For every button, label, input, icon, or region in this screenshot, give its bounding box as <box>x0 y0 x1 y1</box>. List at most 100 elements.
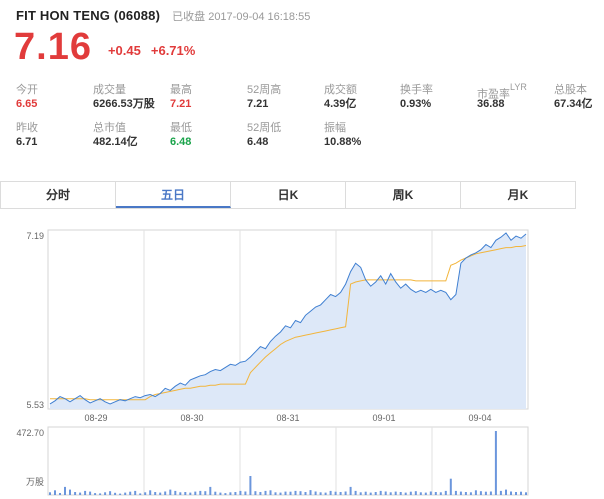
volume-bar <box>49 492 51 495</box>
volume-bar <box>520 491 522 495</box>
stat-label: 换手率 <box>400 84 433 96</box>
five-day-chart: 7.19 5.53 08-29 08-30 08-31 09-01 09-04 472.… <box>0 214 604 499</box>
volume-bar <box>279 492 282 495</box>
tab-monthly-k[interactable]: 月K <box>507 188 529 202</box>
volume-bar <box>469 492 472 495</box>
y-axis-min-label: 5.53 <box>26 400 44 410</box>
stat-label: 最高 <box>170 84 192 96</box>
volume-bar <box>444 490 447 495</box>
volume-bar <box>249 476 252 495</box>
volume-bar <box>379 490 382 495</box>
volume-bar <box>364 491 367 495</box>
volume-bar <box>54 490 56 495</box>
stat-turnover: 成交额 4.39亿 <box>324 83 357 111</box>
volume-bar <box>344 491 347 495</box>
volume-bar <box>84 490 87 495</box>
volume-bar <box>274 492 277 495</box>
volume-bar <box>144 492 147 495</box>
volume-bar <box>114 492 117 495</box>
volume-max-label: 472.70 <box>16 428 44 438</box>
price-row: 7.16 +0.45 +6.71% <box>14 26 195 69</box>
x-axis-label: 08-30 <box>180 413 203 423</box>
volume-bar <box>209 486 212 495</box>
volume-unit-label: 万股 <box>26 477 44 487</box>
stat-turnover-rate: 换手率 0.93% <box>400 83 433 111</box>
volume-bar <box>239 490 242 495</box>
x-axis-label: 09-04 <box>468 413 491 423</box>
stat-pe-ratio: 市盈率LYR 36.88 <box>477 82 527 111</box>
volume-bar <box>164 491 167 495</box>
volume-bar <box>109 491 112 495</box>
stat-total-shares: 总股本 67.34亿 <box>554 83 593 111</box>
volume-bar <box>99 493 102 495</box>
volume-bar <box>399 492 402 495</box>
volume-bar <box>254 491 257 495</box>
volume-bar <box>304 492 307 495</box>
volume-bar <box>259 492 262 495</box>
volume-bar <box>264 490 267 495</box>
average-price-line <box>50 245 527 401</box>
tab-daily-k[interactable]: 日K <box>231 182 346 208</box>
volume-bar <box>229 492 232 495</box>
volume-bar <box>299 491 302 495</box>
volume-bar <box>74 492 77 495</box>
stat-label: 总股本 <box>554 84 587 96</box>
stat-label-text: 市盈率 <box>477 88 510 101</box>
stats-grid: 今开 6.65 成交量 6266.53万股 最高 7.21 52周高 7.21 … <box>0 82 604 153</box>
stat-value: 6266.53万股 <box>93 98 155 110</box>
volume-bar <box>309 490 312 495</box>
volume-bar <box>219 492 222 495</box>
tab-weekly-k[interactable]: 周K <box>346 182 461 208</box>
stat-label: 总市值 <box>93 122 126 134</box>
volume-bar <box>494 431 497 495</box>
volume-bar <box>69 489 71 495</box>
stat-volume: 成交量 6266.53万股 <box>93 83 155 111</box>
stat-value: 10.88% <box>324 136 362 148</box>
tab-intraday[interactable]: 分时 <box>1 182 116 208</box>
volume-bar <box>154 492 157 495</box>
volume-bar <box>484 491 487 495</box>
volume-bar <box>329 490 332 495</box>
volume-bar <box>434 492 437 495</box>
volume-bar <box>119 493 122 495</box>
volume-bar <box>479 491 482 495</box>
x-axis-labels: 08-29 08-30 08-31 09-01 09-04 <box>84 413 491 423</box>
price-change-percent: +6.71% <box>150 43 196 58</box>
volume-bar <box>169 489 172 495</box>
volume-bar <box>349 486 352 495</box>
volume-bar <box>424 492 427 495</box>
stock-name: FIT HON TENG (06088) <box>16 8 161 23</box>
stat-value: 7.21 <box>247 98 269 110</box>
stat-label: 振幅 <box>324 122 346 134</box>
volume-bar <box>324 492 327 495</box>
volume-bar <box>149 490 152 495</box>
volume-bar <box>64 486 66 495</box>
stat-open: 今开 6.65 <box>16 83 38 111</box>
stat-label: 市盈率LYR <box>477 82 527 101</box>
tab-five-day[interactable]: 五日 <box>116 182 231 208</box>
volume-bar <box>284 491 287 495</box>
stat-value: 6.71 <box>16 136 38 148</box>
volume-bar <box>179 492 182 495</box>
volume-bar <box>474 490 477 495</box>
stat-value: 36.88 <box>477 98 505 110</box>
volume-bar <box>294 490 297 495</box>
volume-bar <box>384 491 387 495</box>
stock-header: FIT HON TENG (06088) 已收盘 2017-09-04 16:1… <box>16 8 310 26</box>
stat-value: 67.34亿 <box>554 98 593 110</box>
volume-bar <box>269 490 272 495</box>
volume-bar <box>94 493 97 495</box>
x-axis-label: 08-31 <box>276 413 299 423</box>
stat-amplitude: 振幅 10.88% <box>324 121 361 149</box>
volume-bar <box>499 490 502 495</box>
volume-bar <box>104 492 107 495</box>
volume-bar <box>459 491 462 495</box>
chart-period-tabs: 分时 五日 日K 周K 月K <box>0 181 576 209</box>
volume-bar <box>505 489 507 495</box>
volume-bar <box>454 490 457 495</box>
volume-bar <box>525 492 527 495</box>
volume-bar <box>134 490 137 495</box>
volume-bar <box>129 491 132 495</box>
stat-label: 52周高 <box>247 84 282 96</box>
volume-bar <box>404 492 407 495</box>
